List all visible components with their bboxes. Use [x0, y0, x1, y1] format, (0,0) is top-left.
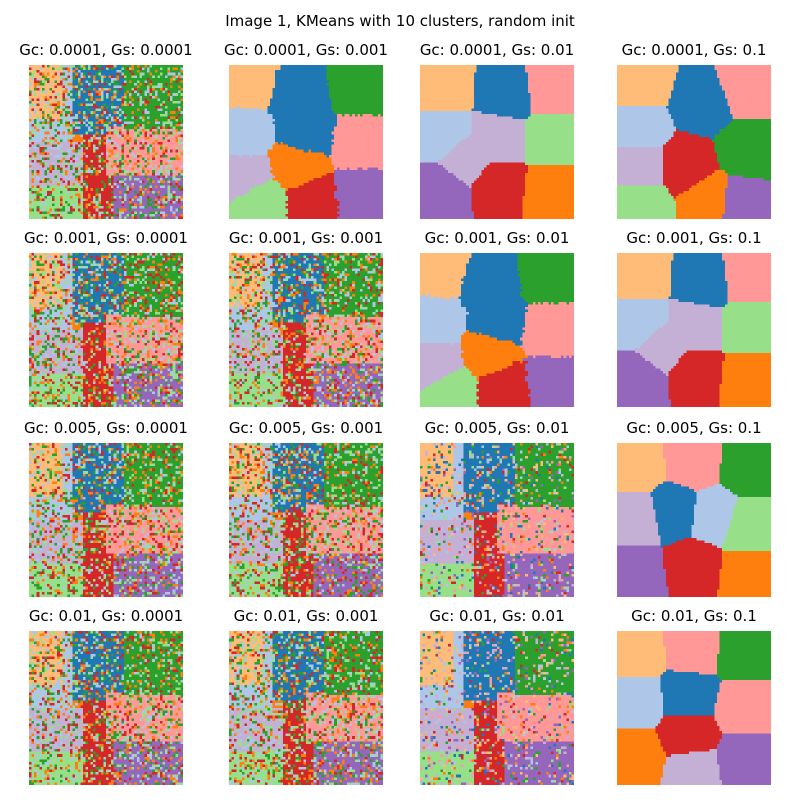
panel-title: Gc: 0.01, Gs: 0.1	[594, 607, 794, 625]
segmentation-panel: Gc: 0.01, Gs: 0.001	[229, 607, 383, 785]
segmentation-image	[617, 65, 771, 219]
segmentation-image	[229, 631, 383, 785]
segmentation-panel: Gc: 0.0001, Gs: 0.01	[420, 41, 574, 219]
panel-title: Gc: 0.005, Gs: 0.01	[397, 419, 597, 437]
segmentation-panel: Gc: 0.001, Gs: 0.001	[229, 229, 383, 407]
segmentation-image	[229, 443, 383, 597]
panel-title: Gc: 0.01, Gs: 0.001	[206, 607, 406, 625]
segmentation-image	[29, 443, 183, 597]
panel-title: Gc: 0.0001, Gs: 0.001	[206, 41, 406, 59]
segmentation-panel: Gc: 0.001, Gs: 0.1	[617, 229, 771, 407]
segmentation-panel: Gc: 0.0001, Gs: 0.1	[617, 41, 771, 219]
segmentation-image	[617, 443, 771, 597]
panel-title: Gc: 0.001, Gs: 0.1	[594, 229, 794, 247]
segmentation-image	[617, 631, 771, 785]
segmentation-panel: Gc: 0.001, Gs: 0.0001	[24, 229, 188, 407]
segmentation-panel: Gc: 0.001, Gs: 0.01	[420, 229, 574, 407]
panel-title: Gc: 0.001, Gs: 0.0001	[6, 229, 206, 247]
segmentation-panel: Gc: 0.01, Gs: 0.1	[617, 607, 771, 785]
segmentation-image	[29, 253, 183, 407]
segmentation-panel: Gc: 0.005, Gs: 0.1	[617, 419, 771, 597]
segmentation-panel: Gc: 0.01, Gs: 0.01	[420, 607, 574, 785]
panel-title: Gc: 0.005, Gs: 0.001	[206, 419, 406, 437]
segmentation-image	[617, 253, 771, 407]
panel-title: Gc: 0.005, Gs: 0.1	[594, 419, 794, 437]
segmentation-image	[29, 631, 183, 785]
segmentation-image	[420, 253, 574, 407]
panel-title: Gc: 0.001, Gs: 0.01	[397, 229, 597, 247]
panel-title: Gc: 0.01, Gs: 0.0001	[6, 607, 206, 625]
segmentation-panel: Gc: 0.01, Gs: 0.0001	[29, 607, 183, 785]
segmentation-panel: Gc: 0.0001, Gs: 0.001	[224, 41, 388, 219]
segmentation-image	[420, 65, 574, 219]
figure-suptitle: Image 1, KMeans with 10 clusters, random…	[0, 12, 800, 30]
segmentation-image	[29, 65, 183, 219]
segmentation-panel: Gc: 0.005, Gs: 0.0001	[24, 419, 188, 597]
panel-title: Gc: 0.005, Gs: 0.0001	[6, 419, 206, 437]
segmentation-panel: Gc: 0.005, Gs: 0.001	[229, 419, 383, 597]
segmentation-image	[420, 443, 574, 597]
segmentation-image	[229, 253, 383, 407]
segmentation-image	[420, 631, 574, 785]
segmentation-image	[229, 65, 383, 219]
panel-title: Gc: 0.0001, Gs: 0.0001	[6, 41, 206, 59]
segmentation-panel: Gc: 0.005, Gs: 0.01	[420, 419, 574, 597]
panel-title: Gc: 0.0001, Gs: 0.01	[397, 41, 597, 59]
panel-title: Gc: 0.0001, Gs: 0.1	[594, 41, 794, 59]
panel-title: Gc: 0.001, Gs: 0.001	[206, 229, 406, 247]
panel-title: Gc: 0.01, Gs: 0.01	[397, 607, 597, 625]
segmentation-panel: Gc: 0.0001, Gs: 0.0001	[19, 41, 193, 219]
